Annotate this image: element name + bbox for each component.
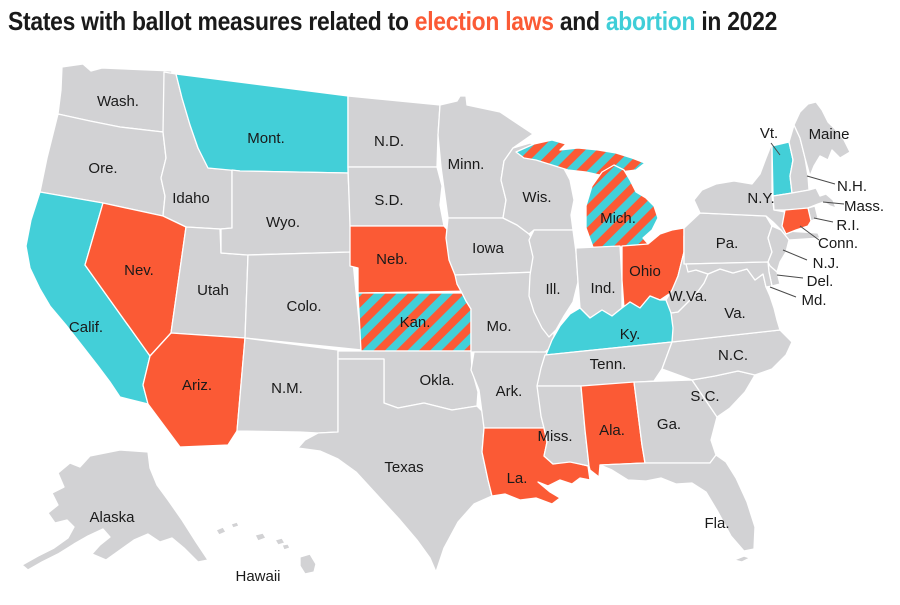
label-louisiana: La. [507, 470, 528, 487]
hawaii-island-2 [230, 521, 240, 529]
leader-line-rhode-island [813, 217, 834, 223]
state-hawaii [215, 521, 317, 575]
page-title: States with ballot measures related to e… [8, 6, 777, 37]
label-new-hampshire: N.H. [837, 178, 867, 195]
states-layer [21, 63, 851, 575]
label-indiana: Ind. [590, 280, 615, 297]
hawaii-island-3 [254, 532, 267, 542]
label-ohio: Ohio [629, 263, 661, 280]
label-massachusetts: Mass. [844, 198, 884, 215]
hawaii-island-5 [281, 543, 291, 551]
label-oregon: Ore. [88, 160, 117, 177]
label-colorado: Colo. [286, 298, 321, 315]
label-hawaii: Hawaii [235, 568, 280, 585]
hawaii-island-4 [274, 537, 286, 546]
state-alaska [21, 449, 209, 571]
label-new-jersey: N.J. [813, 255, 840, 272]
title-part-plain-1: States with ballot measures related to [8, 6, 415, 36]
leader-line-vermont [770, 142, 781, 156]
state-vermont [771, 141, 794, 197]
label-kansas: Kan. [400, 314, 431, 331]
label-alaska: Alaska [89, 509, 135, 526]
label-rhode-island: R.I. [836, 217, 859, 234]
state-michigan-lower-peninsula [585, 164, 659, 251]
label-california: Calif. [69, 319, 103, 336]
label-texas: Texas [384, 459, 423, 476]
state-maryland [685, 261, 773, 288]
state-texas [297, 358, 493, 573]
label-delaware: Del. [807, 273, 834, 290]
label-south-carolina: S.C. [690, 388, 719, 405]
leader-line-massachusetts [822, 201, 845, 205]
label-utah: Utah [197, 282, 229, 299]
state-north-dakota [347, 95, 441, 168]
label-new-york: N.Y. [747, 190, 774, 207]
label-mississippi: Miss. [538, 428, 573, 445]
state-north-carolina [661, 329, 793, 381]
label-connecticut: Conn. [818, 235, 858, 252]
label-minnesota: Minn. [448, 156, 485, 173]
label-maine: Maine [809, 126, 850, 143]
label-maryland: Md. [801, 292, 826, 309]
label-wyoming: Wyo. [266, 214, 300, 231]
state-florida [599, 454, 756, 563]
leader-line-maryland [769, 286, 797, 298]
label-arkansas: Ark. [496, 383, 523, 400]
state-maine [793, 101, 851, 177]
leader-line-new-jersey [782, 249, 808, 261]
label-nebraska: Neb. [376, 251, 408, 268]
label-pennsylvania: Pa. [716, 235, 739, 252]
label-montana: Mont. [247, 130, 285, 147]
state-wyoming [220, 169, 353, 256]
title-part-abortion: abortion [605, 6, 696, 36]
label-north-dakota: N.D. [374, 133, 404, 150]
label-iowa: Iowa [472, 240, 504, 257]
label-missouri: Mo. [486, 318, 511, 335]
state-connecticut [781, 207, 812, 235]
label-wisconsin: Wis. [522, 189, 551, 206]
state-mississippi [536, 385, 590, 467]
title-part-plain-2: and [553, 6, 606, 36]
state-michigan [515, 139, 659, 251]
label-arizona: Ariz. [182, 377, 212, 394]
label-illinois: Ill. [546, 281, 561, 298]
label-alabama: Ala. [599, 422, 625, 439]
label-kentucky: Ky. [620, 326, 641, 343]
labels-layer: Wash. Ore. Calif. Idaho Nev. Utah Ariz. … [69, 93, 884, 585]
label-florida: Fla. [704, 515, 729, 532]
label-west-virginia: W.Va. [669, 288, 708, 305]
hawaii-island-1 [215, 526, 227, 536]
label-oklahoma: Okla. [419, 372, 454, 389]
label-vermont: Vt. [760, 125, 778, 142]
label-nevada: Nev. [124, 262, 154, 279]
hawaii-island-6 [299, 553, 317, 575]
leader-line-new-hampshire [806, 175, 836, 185]
leader-line-connecticut [799, 225, 820, 241]
label-new-mexico: N.M. [271, 380, 303, 397]
label-south-dakota: S.D. [374, 192, 403, 209]
label-idaho: Idaho [172, 190, 210, 207]
label-washington: Wash. [97, 93, 139, 110]
title-part-plain-3: in 2022 [695, 6, 778, 36]
label-virginia: Va. [724, 305, 745, 322]
title-part-election-laws: election laws [414, 6, 554, 36]
leader-lines-layer [769, 142, 845, 298]
label-tennessee: Tenn. [590, 356, 627, 373]
label-michigan: Mich. [600, 210, 636, 227]
leader-line-delaware [776, 274, 804, 279]
label-georgia: Ga. [657, 416, 681, 433]
label-north-carolina: N.C. [718, 347, 748, 364]
